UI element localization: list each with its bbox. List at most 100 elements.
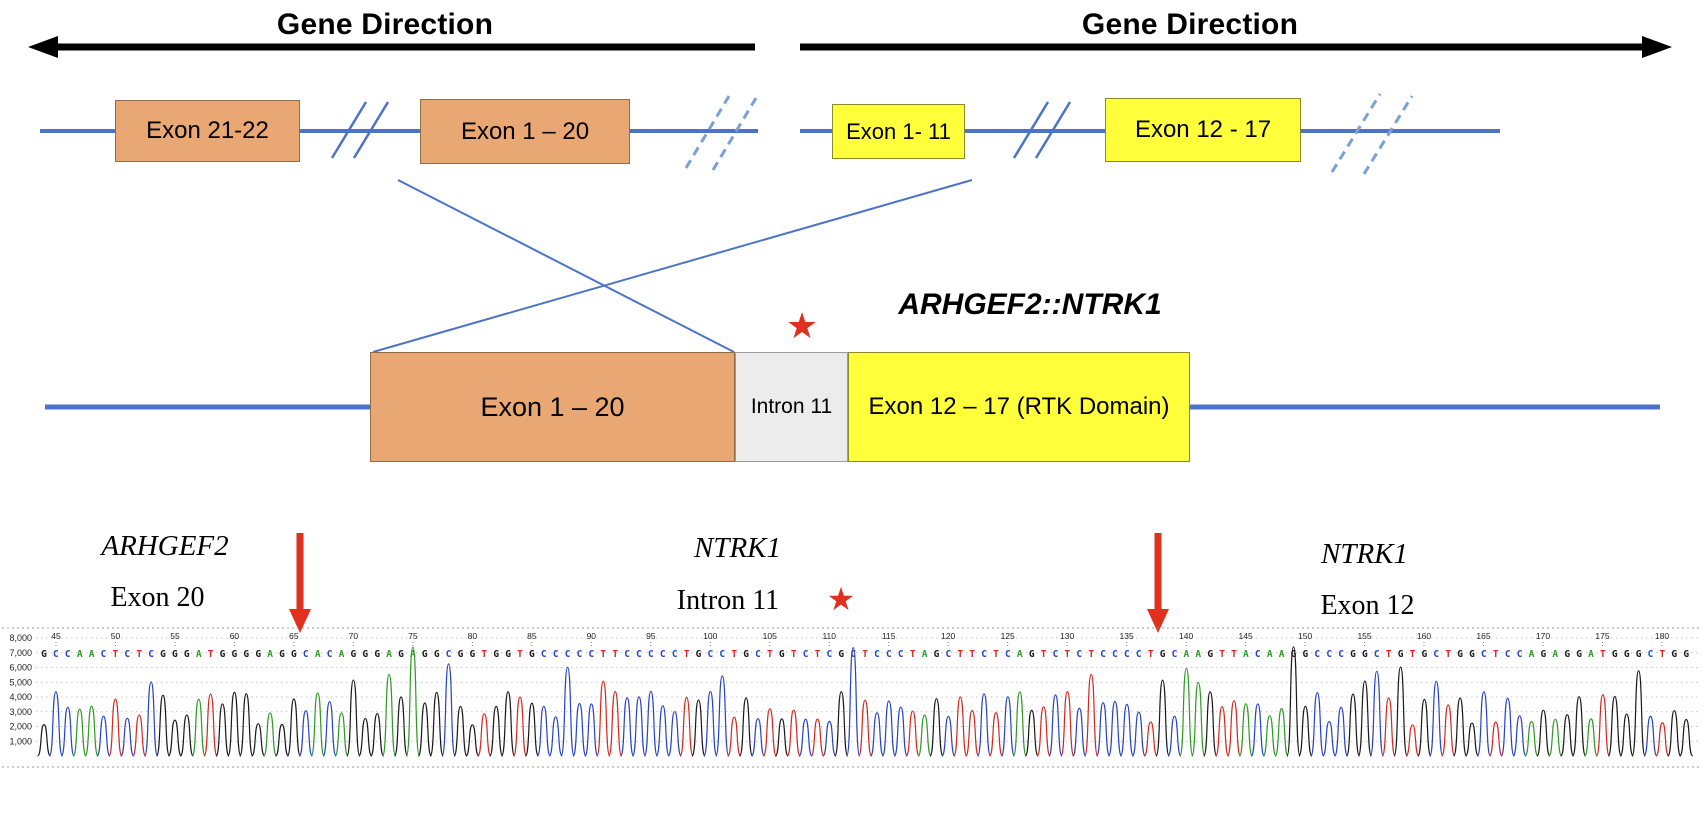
breakpoint-arrow-right [1147, 533, 1169, 633]
svg-text:G: G [1398, 649, 1404, 660]
gene-direction-label-left: Gene Direction [276, 8, 494, 41]
svg-text:60: 60 [230, 631, 240, 641]
svg-text:125: 125 [1001, 631, 1015, 641]
annotation-right-gene: NTRK1 [1320, 538, 1409, 570]
svg-text:2,000: 2,000 [9, 722, 32, 732]
svg-text:120: 120 [941, 631, 955, 641]
chromatogram-svg: 8,000 7,000 6,000 5,000 4,000 3,000 2,000 1,000… [2, 627, 1700, 768]
svg-text:A: A [339, 649, 345, 660]
svg-text:G: G [1160, 649, 1166, 660]
svg-text:C: C [981, 649, 987, 660]
svg-text:G: G [362, 649, 368, 660]
svg-text:G: G [1541, 649, 1547, 660]
svg-text:175: 175 [1595, 631, 1609, 641]
annotation-middle-gene: NTRK1 [693, 532, 782, 564]
fusion-intron-box-11: Intron 11 [735, 352, 848, 462]
svg-text:A: A [267, 649, 273, 660]
svg-text:G: G [1671, 649, 1677, 660]
annotation-left-gene: ARHGEF2 [101, 530, 229, 562]
svg-text:G: G [351, 649, 357, 660]
svg-text:G: G [743, 649, 749, 660]
svg-text:C: C [1374, 649, 1380, 660]
svg-text:G: G [1422, 649, 1428, 660]
svg-text:65: 65 [289, 631, 299, 641]
svg-text:G: G [458, 649, 464, 660]
svg-text:C: C [1505, 649, 1511, 660]
svg-text:G: G [434, 649, 440, 660]
svg-text:80: 80 [468, 631, 478, 641]
svg-text:150: 150 [1298, 631, 1312, 641]
svg-text:7,000: 7,000 [9, 648, 32, 658]
svg-text:C: C [1326, 649, 1332, 660]
annotation-middle-region: Intron 11 [676, 585, 780, 616]
svg-text:C: C [803, 649, 809, 660]
svg-text:C: C [1172, 649, 1178, 660]
svg-text:6,000: 6,000 [9, 663, 32, 673]
svg-text:A: A [1279, 649, 1285, 660]
svg-text:A: A [315, 649, 321, 660]
svg-text:C: C [577, 649, 583, 660]
svg-text:C: C [636, 649, 642, 660]
gene-direction-label-right: Gene Direction [1081, 8, 1299, 41]
svg-text:C: C [65, 649, 71, 660]
svg-text:T: T [684, 649, 690, 660]
svg-text:T: T [1600, 649, 1606, 660]
annotation-right-region: Exon 12 [1320, 590, 1415, 621]
svg-text:A: A [1552, 649, 1558, 660]
right-gene-exon-box-12-17: Exon 12 - 17 [1105, 98, 1301, 162]
svg-text:C: C [648, 649, 654, 660]
svg-text:C: C [1517, 649, 1523, 660]
svg-text:A: A [1588, 649, 1594, 660]
svg-text:T: T [1386, 649, 1392, 660]
svg-text:G: G [1457, 649, 1463, 660]
svg-text:C: C [565, 649, 571, 660]
svg-text:C: C [1124, 649, 1130, 660]
svg-text:T: T [1231, 649, 1237, 660]
svg-text:A: A [1529, 649, 1535, 660]
left-gene-exon-box-21-22: Exon 21-22 [115, 100, 300, 162]
svg-text:A: A [1017, 649, 1023, 660]
svg-text:G: G [779, 649, 785, 660]
svg-text:G: G [255, 649, 261, 660]
svg-text:C: C [874, 649, 880, 660]
svg-text:T: T [1660, 649, 1666, 660]
svg-text:95: 95 [646, 631, 656, 641]
svg-text:C: C [124, 649, 130, 660]
svg-text:G: G [1303, 649, 1309, 660]
svg-text:C: C [708, 649, 714, 660]
svg-text:T: T [1041, 649, 1047, 660]
svg-text:G: G [505, 649, 511, 660]
svg-text:3,000: 3,000 [9, 707, 32, 717]
svg-text:A: A [1267, 649, 1273, 660]
svg-text:130: 130 [1060, 631, 1074, 641]
svg-text:180: 180 [1655, 631, 1669, 641]
svg-text:T: T [208, 649, 214, 660]
svg-text:G: G [1469, 649, 1475, 660]
svg-text:160: 160 [1417, 631, 1431, 641]
svg-text:C: C [1100, 649, 1106, 660]
svg-text:T: T [731, 649, 737, 660]
fusion-breakpoint-star-icon: ★ [785, 305, 819, 346]
svg-text:T: T [1148, 649, 1154, 660]
svg-text:A: A [1184, 649, 1190, 660]
svg-text:T: T [1493, 649, 1499, 660]
svg-text:G: G [160, 649, 166, 660]
svg-text:T: T [957, 649, 963, 660]
svg-text:T: T [767, 649, 773, 660]
svg-text:T: T [481, 649, 487, 660]
svg-text:170: 170 [1536, 631, 1550, 641]
svg-text:T: T [1410, 649, 1416, 660]
right-gene-exon-box-1-11: Exon 1- 11 [832, 104, 965, 159]
svg-text:C: C [1005, 649, 1011, 660]
svg-text:C: C [446, 649, 452, 660]
gene-direction-arrow-left [28, 36, 755, 58]
svg-text:110: 110 [822, 631, 836, 641]
svg-text:G: G [422, 649, 428, 660]
svg-text:T: T [1219, 649, 1225, 660]
gene-direction-arrow-right [800, 36, 1672, 58]
svg-text:A: A [196, 649, 202, 660]
svg-text:G: G [1362, 649, 1368, 660]
fusion-exon-box-12-17-rtk: Exon 12 – 17 (RTK Domain) [848, 352, 1190, 462]
